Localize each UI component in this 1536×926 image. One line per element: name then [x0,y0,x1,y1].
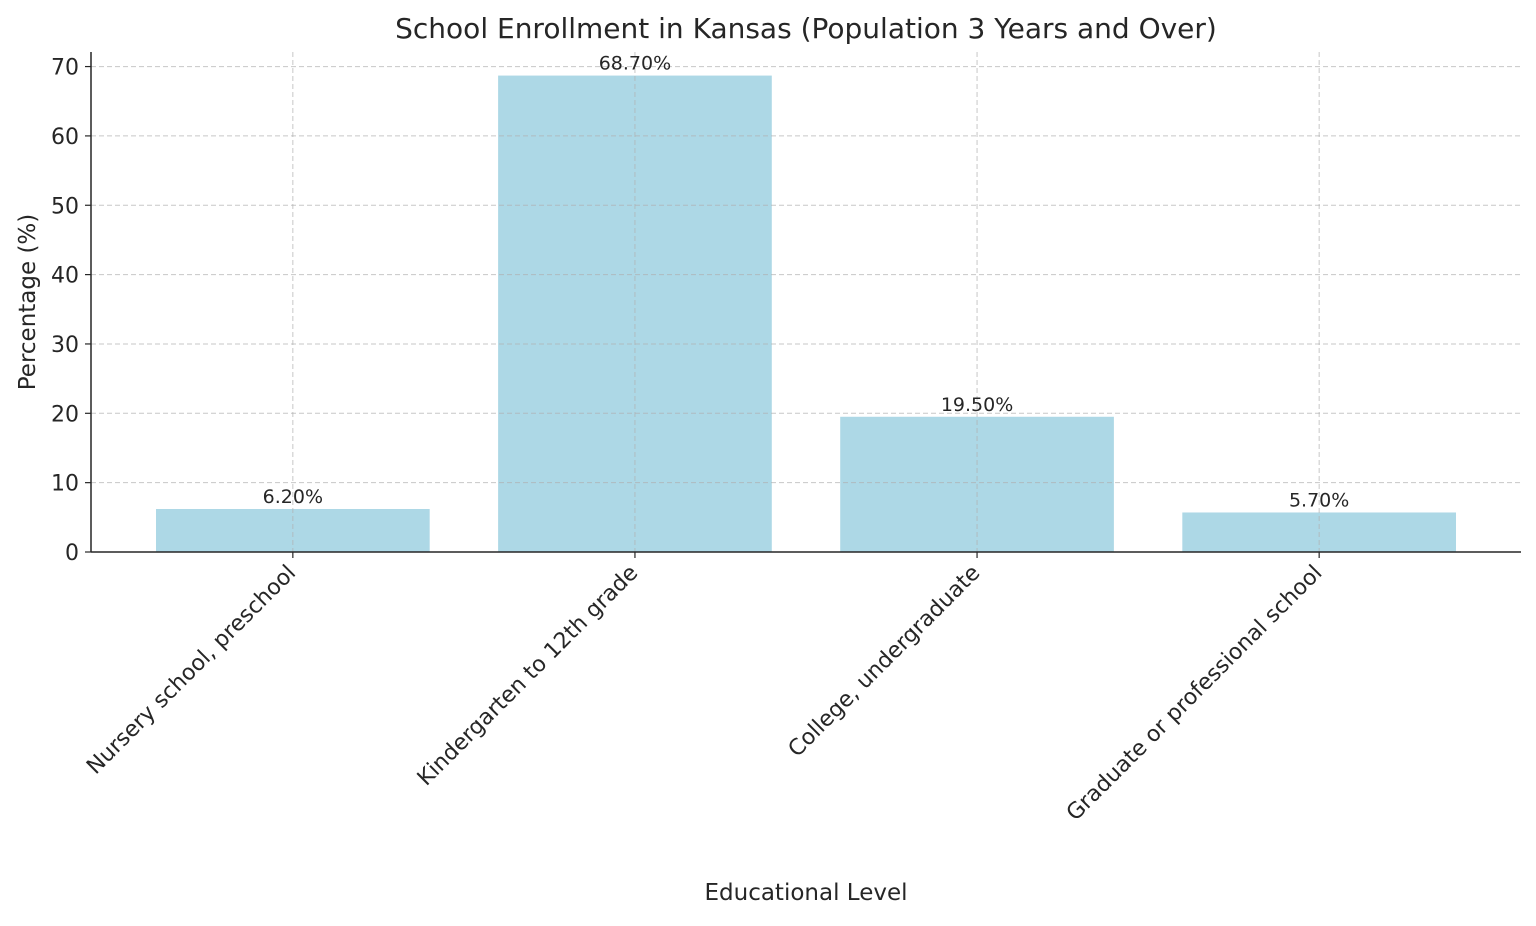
y-tick-label: 0 [65,541,79,566]
y-tick-label: 60 [51,125,79,150]
x-tick-label: Graduate or professional school [1062,561,1327,826]
chart-title: School Enrollment in Kansas (Population … [395,12,1217,45]
data-label: 68.70% [599,53,671,75]
x-axis-label: Educational Level [704,880,907,906]
data-label: 6.20% [263,486,323,508]
data-label: 19.50% [941,394,1013,416]
y-tick-label: 70 [51,56,79,81]
bars [156,75,1456,552]
y-tick-label: 10 [51,472,79,497]
y-tick-label: 30 [51,333,79,358]
x-tick-label: College, undergraduate [784,561,986,763]
x-tick-label: Nursery school, preschool [82,561,301,780]
y-tick-label: 20 [51,402,79,427]
axes: 0 10 20 30 40 50 60 70 Nursery school, preschool… [51,52,1521,826]
grid [91,52,1521,553]
bar [156,509,430,552]
data-labels: 6.20% 68.70% 19.50% 5.70% [263,53,1350,512]
data-label: 5.70% [1289,489,1349,511]
y-tick-label: 50 [51,194,79,219]
x-tick-label: Kindergarten to 12th grade [413,561,643,791]
y-tick-label: 40 [51,264,79,289]
y-axis-label: Percentage (%) [15,214,41,391]
